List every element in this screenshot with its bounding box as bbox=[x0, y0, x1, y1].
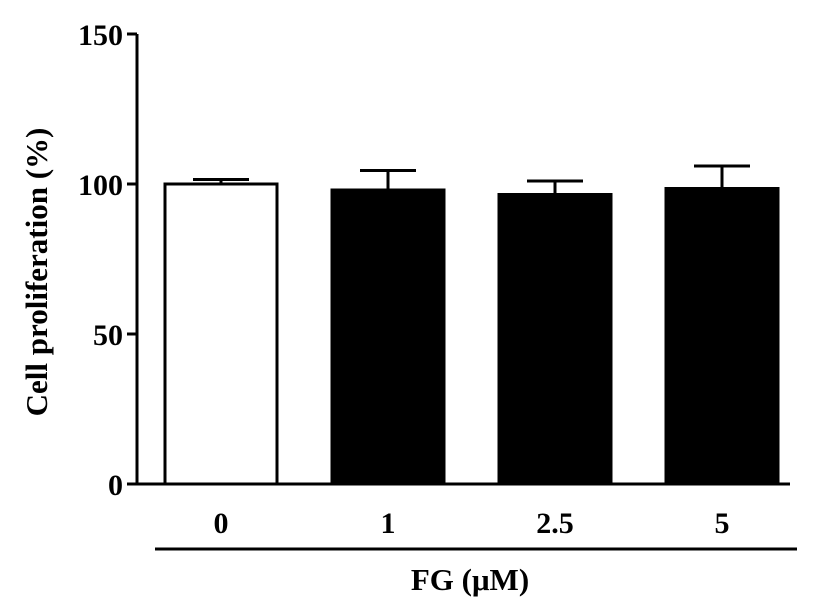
x-tick-labels: 0 1 2.5 5 bbox=[214, 507, 730, 540]
bars bbox=[163, 182, 780, 486]
y-axis-title: Cell proliferation (%) bbox=[19, 128, 54, 417]
y-tick-label-100: 100 bbox=[78, 169, 123, 202]
error-bars bbox=[193, 164, 750, 195]
bar-0 bbox=[163, 182, 279, 486]
bar-5 bbox=[664, 187, 780, 486]
x-tick-label-5: 5 bbox=[715, 507, 730, 540]
bar-2.5 bbox=[497, 193, 613, 486]
y-tick-label-50: 50 bbox=[93, 319, 123, 352]
x-tick-label-1: 1 bbox=[381, 507, 396, 540]
y-axis-ticks: 0 50 100 150 bbox=[78, 19, 137, 502]
x-tick-label-0: 0 bbox=[214, 507, 229, 540]
y-tick-label-150: 150 bbox=[78, 19, 123, 52]
bar-1 bbox=[330, 188, 446, 486]
x-tick-label-2.5: 2.5 bbox=[536, 507, 574, 540]
x-axis-title: FG (μM) bbox=[411, 562, 529, 597]
y-tick-label-0: 0 bbox=[108, 469, 123, 502]
